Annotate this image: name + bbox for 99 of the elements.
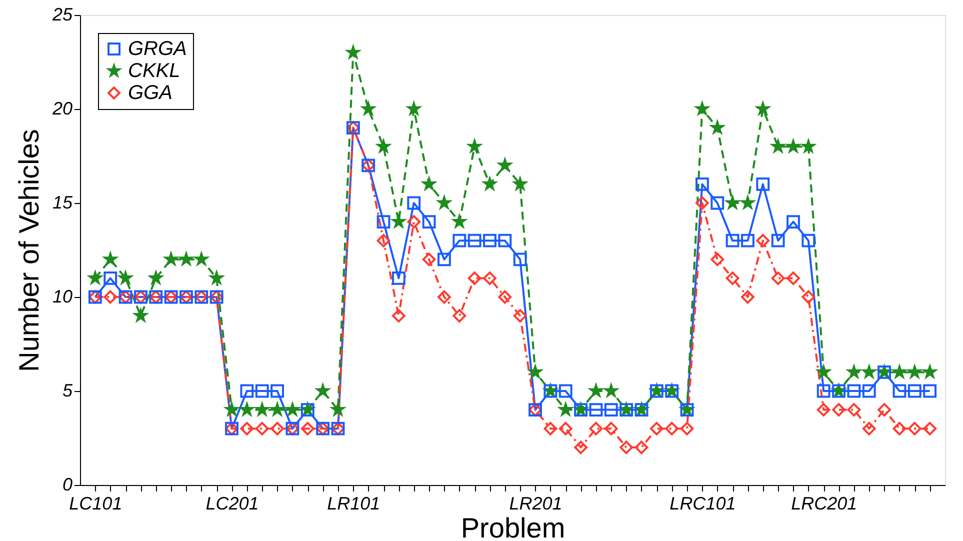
point xyxy=(438,252,451,266)
y-tick-label: 0 xyxy=(62,474,72,494)
point xyxy=(468,272,482,285)
point xyxy=(756,102,770,115)
point xyxy=(407,196,421,210)
x-tick-label: LC101 xyxy=(69,494,122,514)
point xyxy=(741,234,754,248)
point xyxy=(422,252,436,266)
point xyxy=(468,234,482,248)
point xyxy=(498,234,512,248)
point xyxy=(376,234,390,248)
point xyxy=(908,422,922,436)
point xyxy=(270,384,284,398)
point xyxy=(513,309,527,322)
point xyxy=(710,196,724,210)
point xyxy=(847,403,861,416)
point xyxy=(741,290,754,304)
point xyxy=(680,422,694,436)
point xyxy=(483,234,496,248)
point xyxy=(816,384,830,398)
point xyxy=(862,384,876,398)
y-tick-label: 25 xyxy=(51,4,74,24)
point xyxy=(255,384,269,398)
point xyxy=(452,234,466,248)
point xyxy=(544,422,558,436)
point xyxy=(756,178,770,191)
point xyxy=(362,102,375,115)
point xyxy=(574,440,588,454)
point xyxy=(438,290,451,304)
y-tick-label: 10 xyxy=(52,286,72,306)
point xyxy=(407,215,421,228)
point xyxy=(892,422,906,436)
point xyxy=(376,215,390,228)
point xyxy=(104,272,118,285)
point xyxy=(695,196,709,210)
point xyxy=(240,422,254,436)
point xyxy=(589,422,603,436)
point xyxy=(847,384,861,398)
point xyxy=(771,272,785,285)
point xyxy=(816,403,830,416)
x-tick-label: LR201 xyxy=(509,494,562,514)
point xyxy=(407,102,420,115)
point xyxy=(392,272,406,285)
y-axis-title: Number of Vehicles xyxy=(13,129,44,372)
y-tick-label: 20 xyxy=(51,98,72,118)
point xyxy=(604,384,618,397)
point xyxy=(726,234,740,248)
point xyxy=(104,290,118,304)
point xyxy=(604,403,618,416)
x-axis-title: Problem xyxy=(460,512,566,541)
point xyxy=(756,234,770,248)
x-tick-label: LRC201 xyxy=(791,494,858,514)
point xyxy=(665,422,679,436)
point xyxy=(392,309,406,322)
point xyxy=(923,422,937,436)
point xyxy=(483,272,496,285)
point xyxy=(741,196,754,209)
point xyxy=(346,46,360,58)
x-tick-label: LRC101 xyxy=(670,494,736,514)
point xyxy=(650,422,664,436)
point xyxy=(832,403,846,416)
point xyxy=(438,196,451,209)
point xyxy=(726,272,740,285)
point xyxy=(771,234,785,248)
point xyxy=(878,403,891,416)
point xyxy=(923,384,937,398)
point xyxy=(710,252,724,266)
legend-label: CKKL xyxy=(128,60,180,82)
point xyxy=(696,102,709,115)
legend-label: GRGA xyxy=(128,38,187,60)
x-tick-label: LC201 xyxy=(206,494,259,514)
point xyxy=(786,215,800,228)
point xyxy=(604,422,618,436)
point xyxy=(558,422,572,436)
point xyxy=(786,140,800,152)
point xyxy=(316,384,330,397)
point xyxy=(695,178,709,191)
point xyxy=(589,403,603,416)
point xyxy=(270,422,284,436)
point xyxy=(786,272,800,285)
point xyxy=(908,384,922,398)
point xyxy=(620,440,634,454)
point xyxy=(862,422,876,436)
point xyxy=(634,440,648,454)
point xyxy=(802,290,816,304)
point xyxy=(452,309,466,322)
point xyxy=(240,384,254,398)
point xyxy=(892,384,906,398)
point xyxy=(513,252,527,266)
point xyxy=(802,234,816,248)
point xyxy=(255,422,269,436)
y-tick-label: 5 xyxy=(62,380,74,400)
legend-label: GGA xyxy=(128,82,172,104)
point xyxy=(498,290,512,304)
point xyxy=(422,215,436,228)
x-tick-label: LR101 xyxy=(327,494,380,514)
point xyxy=(300,422,314,436)
y-tick-label: 15 xyxy=(52,192,74,212)
point xyxy=(558,384,572,398)
